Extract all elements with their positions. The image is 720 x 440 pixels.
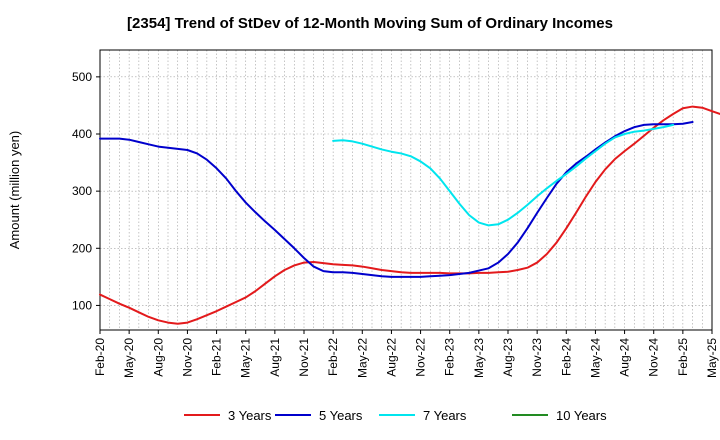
x-tick-label: Feb-23 <box>443 338 457 376</box>
legend-item: 3 Years <box>184 408 272 423</box>
x-tick-label: Feb-25 <box>676 338 690 376</box>
legend-label: 3 Years <box>228 408 272 423</box>
y-tick-label: 300 <box>72 184 92 198</box>
x-tick-label: May-25 <box>705 338 719 378</box>
x-tick-label: Aug-22 <box>384 338 398 377</box>
y-axis-ticks: 100 200 300 400 500 <box>72 70 100 312</box>
x-tick-label: Feb-21 <box>210 338 224 376</box>
legend-label: 10 Years <box>556 408 607 423</box>
legend-label: 5 Years <box>319 408 363 423</box>
x-tick-label: Nov-23 <box>530 338 544 377</box>
series-line-5-years <box>99 121 694 278</box>
x-tick-label: May-23 <box>472 338 486 378</box>
x-tick-label: May-21 <box>239 338 253 378</box>
y-tick-label: 100 <box>72 298 92 312</box>
x-tick-label: May-20 <box>122 338 136 378</box>
x-tick-label: Feb-24 <box>559 338 573 376</box>
y-tick-label: 400 <box>72 127 92 141</box>
x-tick-label: Feb-22 <box>326 338 340 376</box>
legend-label: 7 Years <box>423 408 467 423</box>
plot-frame <box>99 49 713 331</box>
y-tick-label: 500 <box>72 70 92 84</box>
x-tick-label: Aug-20 <box>151 338 165 377</box>
series-line-3-years <box>99 105 720 325</box>
y-axis-label: Amount (million yen) <box>7 131 22 250</box>
series-lines <box>99 105 720 325</box>
grid <box>100 50 712 330</box>
legend-item: 10 Years <box>512 408 607 423</box>
legend-item: 5 Years <box>275 408 363 423</box>
chart-title: [2354] Trend of StDev of 12-Month Moving… <box>127 15 613 32</box>
x-tick-label: Aug-21 <box>268 338 282 377</box>
x-tick-label: Aug-23 <box>501 338 515 377</box>
x-tick-label: Aug-24 <box>618 338 632 377</box>
x-axis-ticks: Feb-20 May-20 Aug-20 Nov-20 Feb-21 May-21 Aug-… <box>93 330 719 378</box>
x-tick-label: Nov-21 <box>297 338 311 377</box>
y-tick-label: 200 <box>72 241 92 255</box>
x-tick-label: Feb-20 <box>93 338 107 376</box>
x-tick-label: Nov-20 <box>180 338 194 377</box>
x-tick-label: Nov-24 <box>647 338 661 377</box>
x-tick-label: May-22 <box>355 338 369 378</box>
legend-item: 7 Years <box>379 408 467 423</box>
series-line-7-years <box>332 123 675 227</box>
x-tick-label: May-24 <box>588 338 602 378</box>
legend: 3 Years 5 Years 7 Years 10 Years <box>184 408 607 423</box>
x-tick-label: Nov-22 <box>414 338 428 377</box>
